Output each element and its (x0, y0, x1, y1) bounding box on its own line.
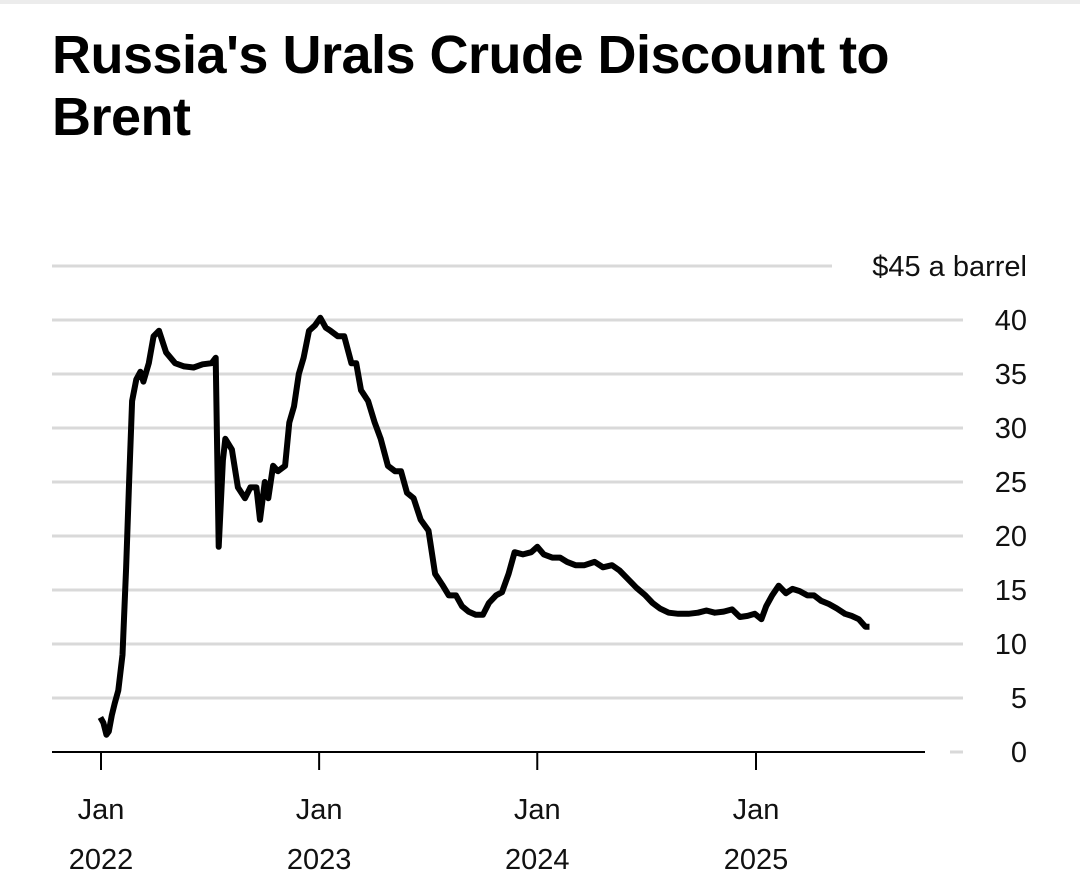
x-tick-label-year-2024: 2024 (505, 844, 570, 876)
x-tick-label-month-2022: Jan (78, 794, 125, 826)
x-tick-label-month-2025: Jan (733, 794, 780, 826)
x-tick-label-year-2022: 2022 (69, 844, 134, 876)
y-tick-label-15: 15 (995, 575, 1027, 607)
y-tick-label-10: 10 (995, 629, 1027, 661)
y-tick-label-20: 20 (995, 521, 1027, 553)
y-tick-label-5: 5 (1011, 683, 1027, 715)
y-unit-label: $45 a barrel (872, 251, 1027, 283)
y-tick-label-0: 0 (1011, 737, 1027, 769)
x-tick-label-year-2025: 2025 (724, 844, 789, 876)
series-layer (97, 314, 870, 738)
y-tick-label-30: 30 (995, 413, 1027, 445)
chart-title: Russia's Urals Crude Discount to Brent (52, 25, 890, 147)
y-tick-label-40: 40 (995, 305, 1027, 337)
x-tick-label-year-2023: 2023 (287, 844, 352, 876)
x-axis: Jan 2022 Jan 2023 Jan 2024 Jan 2025 (52, 751, 925, 876)
series-line-0 (97, 314, 870, 738)
x-tick-label-month-2024: Jan (514, 794, 561, 826)
gridlines: 0 5 10 15 20 25 30 35 40 $45 a barrel (52, 251, 1027, 769)
y-tick-label-25: 25 (995, 467, 1027, 499)
y-tick-label-35: 35 (995, 359, 1027, 391)
x-tick-label-month-2023: Jan (296, 794, 343, 826)
top-divider (0, 0, 1080, 4)
